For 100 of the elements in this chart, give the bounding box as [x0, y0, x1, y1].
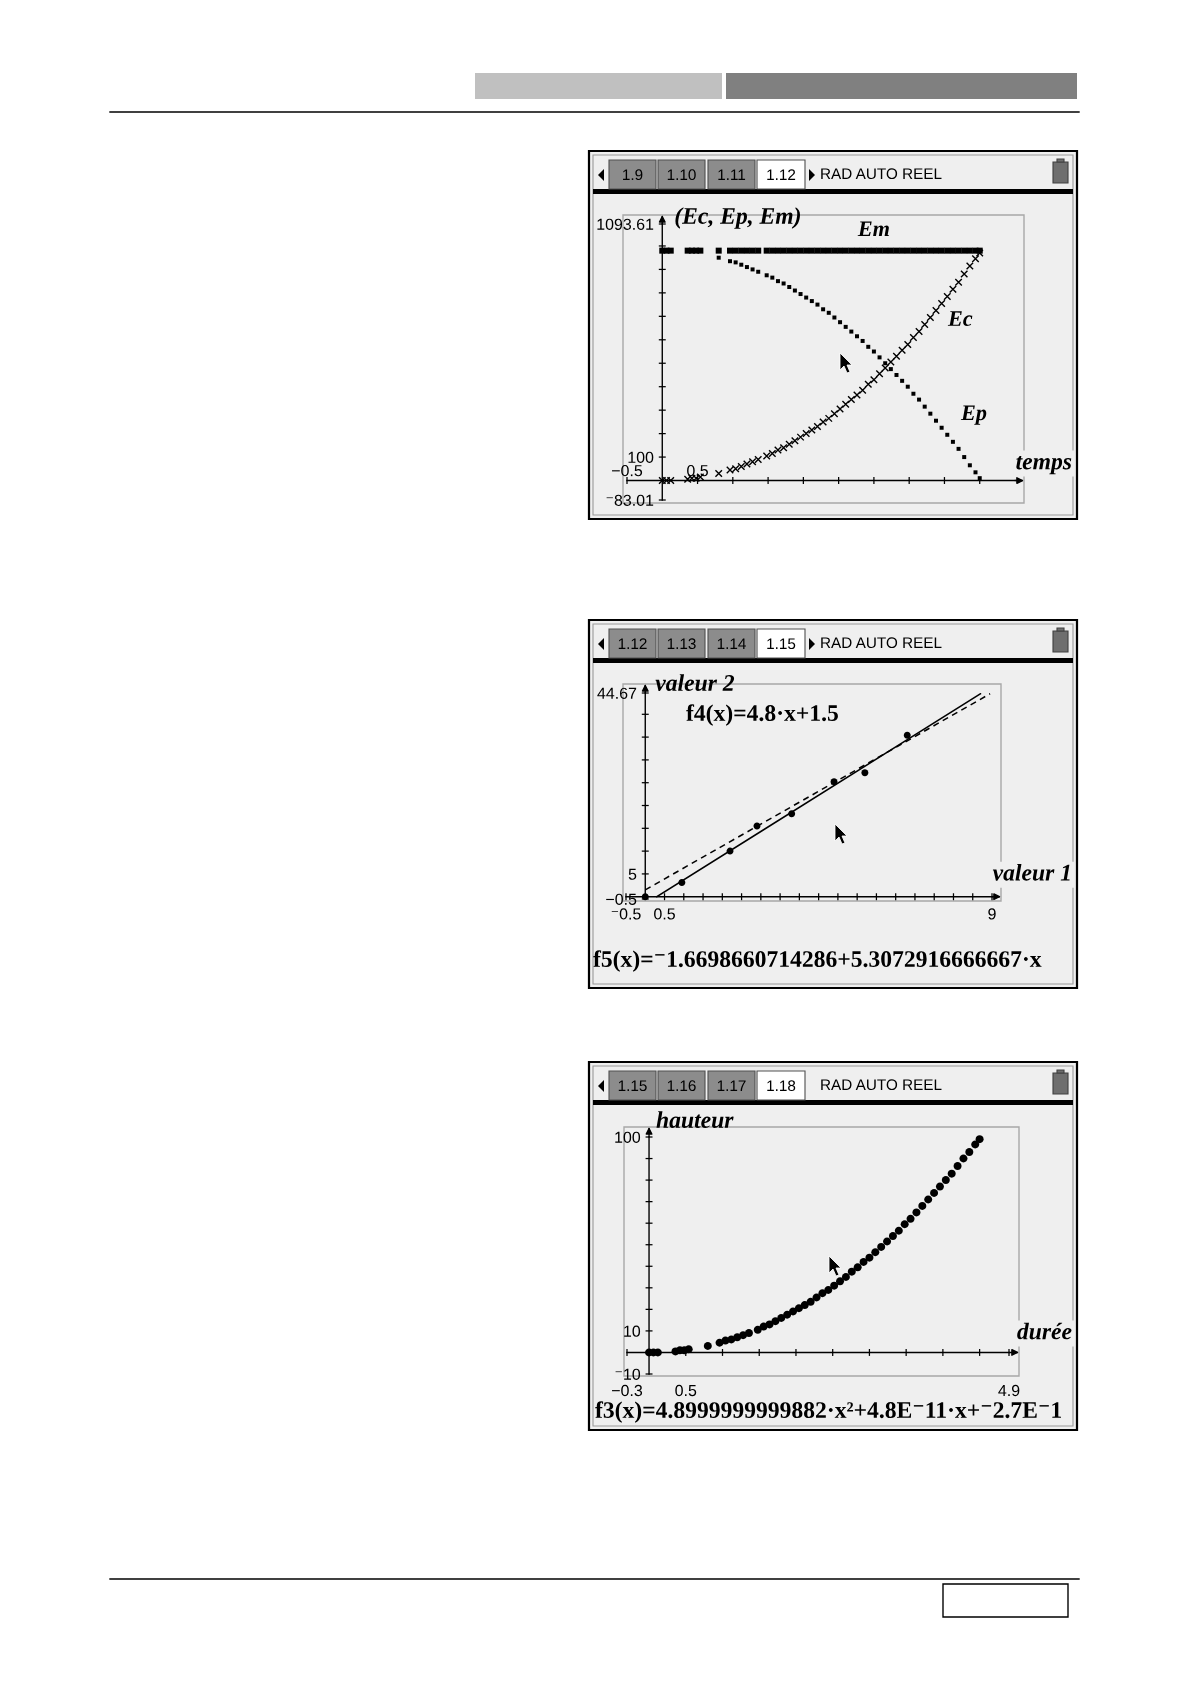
point: [697, 247, 704, 254]
point: [965, 261, 974, 270]
x-axis-title: durée: [1017, 1322, 1072, 1340]
point: [774, 247, 781, 254]
point: [796, 433, 805, 442]
point: [888, 1232, 897, 1241]
point: [824, 1285, 833, 1294]
point: [866, 344, 871, 349]
point: [716, 255, 721, 260]
x-tick-label: 0.5: [675, 1384, 697, 1397]
text: f5(x)=⁻1.6698660714286+5.3072916666667·x: [593, 950, 1042, 972]
series-label: Ec: [947, 311, 973, 327]
point: [750, 267, 755, 272]
point: [894, 372, 899, 377]
point: [947, 1169, 956, 1178]
text: 1.10: [667, 169, 696, 181]
point: [944, 247, 951, 254]
x-tick-label: −0.3: [612, 1384, 643, 1397]
point: [900, 378, 905, 383]
y-axis-title: hauteur: [656, 1111, 734, 1128]
text: 1.15: [767, 638, 796, 650]
y-axis-title: (Ec, Ep, Em): [675, 207, 800, 229]
point: [903, 731, 911, 739]
point: [918, 1201, 927, 1210]
point: [932, 247, 939, 254]
text: 1.15: [618, 1080, 647, 1092]
point: [865, 247, 872, 254]
point: [849, 329, 854, 334]
y-tick-label: ⁻10: [615, 1368, 641, 1380]
point: [727, 247, 733, 254]
point: [883, 361, 888, 366]
text: 1.12: [767, 169, 796, 180]
y-tick-label: 100: [628, 451, 654, 464]
point: [858, 386, 867, 395]
y-tick-label: ⁻83.01: [606, 494, 654, 506]
point: [770, 275, 775, 280]
text: 1.16: [667, 1080, 696, 1092]
point: [920, 320, 929, 329]
x-axis-title: temps: [1016, 455, 1072, 475]
point: [841, 1273, 850, 1282]
point: [853, 247, 860, 254]
point: [733, 260, 738, 265]
point: [956, 446, 961, 451]
x-tick-label: 0.5: [687, 464, 708, 477]
point: [837, 247, 844, 254]
point: [684, 1345, 693, 1354]
point: [836, 1277, 845, 1286]
point: [971, 254, 980, 263]
point: [830, 778, 838, 786]
point: [786, 247, 793, 254]
point: [769, 247, 776, 254]
text: 1.12: [618, 638, 647, 649]
text: 1.11: [718, 169, 746, 180]
point: [853, 390, 861, 399]
point: [971, 1140, 980, 1149]
point: [949, 247, 956, 254]
text: 1.14: [717, 638, 746, 649]
point: [726, 847, 734, 855]
point: [806, 1297, 815, 1306]
point: [744, 1329, 753, 1338]
point: [928, 411, 933, 416]
point: [950, 439, 955, 444]
annotation: f4(x)=4.8·x+1.5: [686, 704, 838, 726]
point: [818, 1289, 827, 1298]
point: [787, 285, 792, 290]
point: [967, 463, 972, 468]
point: [847, 395, 856, 404]
point: [678, 879, 686, 887]
point: [738, 247, 745, 254]
point: [916, 247, 923, 254]
point: [789, 1307, 798, 1316]
point: [854, 334, 859, 339]
x-tick-label: ⁻0.5: [611, 908, 641, 920]
text: f3(x)=4.8999999999882·x²+4.8E⁻11·x+⁻2.7E⁻1: [595, 1401, 1061, 1423]
point: [800, 1301, 809, 1310]
point: [753, 1325, 762, 1334]
y-tick-label: −0.5: [606, 893, 637, 905]
y-tick-label: 1093.61: [597, 218, 654, 230]
text: RAD AUTO REEL: [821, 1079, 942, 1091]
point: [703, 1341, 712, 1350]
point: [898, 346, 907, 355]
point: [853, 1263, 862, 1272]
point: [714, 469, 723, 478]
point: [781, 281, 786, 286]
point: [960, 270, 969, 279]
point: [939, 425, 944, 430]
point: [809, 299, 814, 304]
point: [870, 247, 877, 254]
point: [917, 397, 922, 402]
point: [926, 313, 935, 322]
point: [803, 247, 810, 254]
point: [937, 299, 946, 308]
point: [883, 1237, 892, 1246]
point: [881, 363, 890, 372]
point: [861, 769, 869, 777]
series-label: Em: [857, 221, 889, 236]
point: [943, 292, 952, 301]
y-tick-label: 44.67: [597, 687, 637, 699]
text: 1.9: [623, 169, 643, 181]
point: [859, 1257, 868, 1266]
